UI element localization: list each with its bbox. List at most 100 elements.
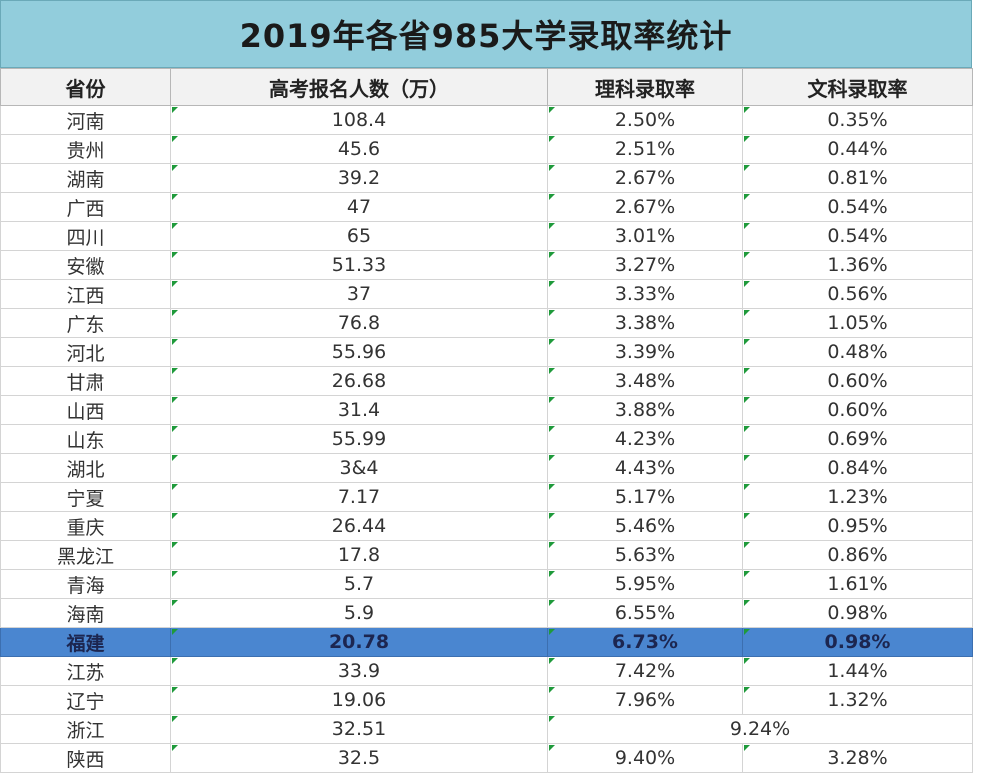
cell-arts-rate[interactable]: 0.54%: [742, 221, 973, 251]
cell-science-rate[interactable]: 3.39%: [547, 337, 743, 367]
cell-science-rate[interactable]: 5.46%: [547, 511, 743, 541]
cell-province[interactable]: 山西: [0, 395, 171, 425]
cell-science-rate[interactable]: 5.17%: [547, 482, 743, 512]
cell-science-rate[interactable]: 6.55%: [547, 598, 743, 628]
cell-science-rate[interactable]: 2.51%: [547, 134, 743, 164]
cell-applicants[interactable]: 32.51: [170, 714, 548, 744]
cell-science-rate[interactable]: 7.42%: [547, 656, 743, 686]
cell-applicants[interactable]: 65: [170, 221, 548, 251]
cell-applicants[interactable]: 39.2: [170, 163, 548, 193]
cell-province[interactable]: 广西: [0, 192, 171, 222]
header-arts-rate[interactable]: 文科录取率: [742, 68, 973, 106]
cell-science-rate[interactable]: 5.95%: [547, 569, 743, 599]
cell-province[interactable]: 福建: [0, 627, 171, 657]
cell-applicants[interactable]: 108.4: [170, 105, 548, 135]
cell-arts-rate[interactable]: 1.32%: [742, 685, 973, 715]
cell-province[interactable]: 黑龙江: [0, 540, 171, 570]
header-science-rate[interactable]: 理科录取率: [547, 68, 743, 106]
cell-applicants[interactable]: 31.4: [170, 395, 548, 425]
cell-science-rate[interactable]: 3.38%: [547, 308, 743, 338]
cell-arts-rate[interactable]: 0.86%: [742, 540, 973, 570]
cell-applicants[interactable]: 26.68: [170, 366, 548, 396]
cell-province[interactable]: 湖北: [0, 453, 171, 483]
cell-province[interactable]: 湖南: [0, 163, 171, 193]
cell-arts-rate[interactable]: 0.69%: [742, 424, 973, 454]
cell-arts-rate[interactable]: 0.60%: [742, 366, 973, 396]
cell-applicants[interactable]: 17.8: [170, 540, 548, 570]
cell-applicants[interactable]: 26.44: [170, 511, 548, 541]
cell-applicants[interactable]: 55.96: [170, 337, 548, 367]
cell-science-rate[interactable]: 3.27%: [547, 250, 743, 280]
table-row: 浙江 32.51 9.24%: [0, 714, 973, 744]
cell-science-rate[interactable]: 7.96%: [547, 685, 743, 715]
table-row: 海南 5.9 6.55% 0.98%: [0, 598, 973, 628]
cell-arts-rate[interactable]: 1.36%: [742, 250, 973, 280]
cell-science-rate[interactable]: 2.50%: [547, 105, 743, 135]
cell-applicants[interactable]: 47: [170, 192, 548, 222]
cell-science-rate[interactable]: 3.33%: [547, 279, 743, 309]
table-row: 湖南 39.2 2.67% 0.81%: [0, 163, 973, 193]
table-row: 河南 108.4 2.50% 0.35%: [0, 105, 973, 135]
table-row: 黑龙江 17.8 5.63% 0.86%: [0, 540, 973, 570]
cell-science-rate[interactable]: 3.01%: [547, 221, 743, 251]
cell-province[interactable]: 江苏: [0, 656, 171, 686]
cell-applicants[interactable]: 37: [170, 279, 548, 309]
cell-arts-rate[interactable]: 0.81%: [742, 163, 973, 193]
cell-arts-rate[interactable]: 1.44%: [742, 656, 973, 686]
cell-arts-rate[interactable]: 0.95%: [742, 511, 973, 541]
cell-science-rate[interactable]: 4.43%: [547, 453, 743, 483]
cell-applicants[interactable]: 76.8: [170, 308, 548, 338]
cell-province[interactable]: 青海: [0, 569, 171, 599]
cell-arts-rate[interactable]: 3.28%: [742, 743, 973, 773]
cell-province[interactable]: 广东: [0, 308, 171, 338]
cell-applicants[interactable]: 51.33: [170, 250, 548, 280]
cell-applicants[interactable]: 20.78: [170, 627, 548, 657]
cell-science-rate[interactable]: 2.67%: [547, 192, 743, 222]
header-province[interactable]: 省份: [0, 68, 171, 106]
cell-science-rate[interactable]: 5.63%: [547, 540, 743, 570]
cell-province[interactable]: 陕西: [0, 743, 171, 773]
cell-science-rate[interactable]: 3.88%: [547, 395, 743, 425]
cell-arts-rate[interactable]: 0.56%: [742, 279, 973, 309]
cell-science-rate[interactable]: 3.48%: [547, 366, 743, 396]
cell-applicants[interactable]: 3&4: [170, 453, 548, 483]
cell-province[interactable]: 河南: [0, 105, 171, 135]
cell-applicants[interactable]: 33.9: [170, 656, 548, 686]
cell-arts-rate[interactable]: 0.84%: [742, 453, 973, 483]
cell-applicants[interactable]: 55.99: [170, 424, 548, 454]
cell-arts-rate[interactable]: 0.98%: [742, 627, 973, 657]
cell-province[interactable]: 山东: [0, 424, 171, 454]
cell-applicants[interactable]: 5.7: [170, 569, 548, 599]
cell-arts-rate[interactable]: 0.48%: [742, 337, 973, 367]
header-applicants[interactable]: 高考报名人数（万）: [170, 68, 548, 106]
cell-province[interactable]: 宁夏: [0, 482, 171, 512]
cell-province[interactable]: 四川: [0, 221, 171, 251]
cell-province[interactable]: 浙江: [0, 714, 171, 744]
cell-arts-rate[interactable]: 0.44%: [742, 134, 973, 164]
cell-applicants[interactable]: 32.5: [170, 743, 548, 773]
cell-arts-rate[interactable]: 1.05%: [742, 308, 973, 338]
cell-arts-rate[interactable]: 1.23%: [742, 482, 973, 512]
cell-province[interactable]: 江西: [0, 279, 171, 309]
cell-arts-rate[interactable]: 0.35%: [742, 105, 973, 135]
cell-province[interactable]: 河北: [0, 337, 171, 367]
cell-science-rate[interactable]: 4.23%: [547, 424, 743, 454]
cell-applicants[interactable]: 5.9: [170, 598, 548, 628]
cell-province[interactable]: 重庆: [0, 511, 171, 541]
cell-province[interactable]: 辽宁: [0, 685, 171, 715]
cell-arts-rate[interactable]: 0.98%: [742, 598, 973, 628]
cell-applicants[interactable]: 7.17: [170, 482, 548, 512]
cell-province[interactable]: 甘肃: [0, 366, 171, 396]
cell-arts-rate[interactable]: 1.61%: [742, 569, 973, 599]
cell-science-rate[interactable]: 9.40%: [547, 743, 743, 773]
cell-arts-rate[interactable]: 0.60%: [742, 395, 973, 425]
cell-province[interactable]: 安徽: [0, 250, 171, 280]
cell-science-rate[interactable]: 2.67%: [547, 163, 743, 193]
cell-applicants[interactable]: 19.06: [170, 685, 548, 715]
cell-science-rate[interactable]: 6.73%: [547, 627, 743, 657]
cell-combined-rate[interactable]: 9.24%: [547, 714, 973, 744]
cell-arts-rate[interactable]: 0.54%: [742, 192, 973, 222]
cell-province[interactable]: 贵州: [0, 134, 171, 164]
cell-applicants[interactable]: 45.6: [170, 134, 548, 164]
cell-province[interactable]: 海南: [0, 598, 171, 628]
